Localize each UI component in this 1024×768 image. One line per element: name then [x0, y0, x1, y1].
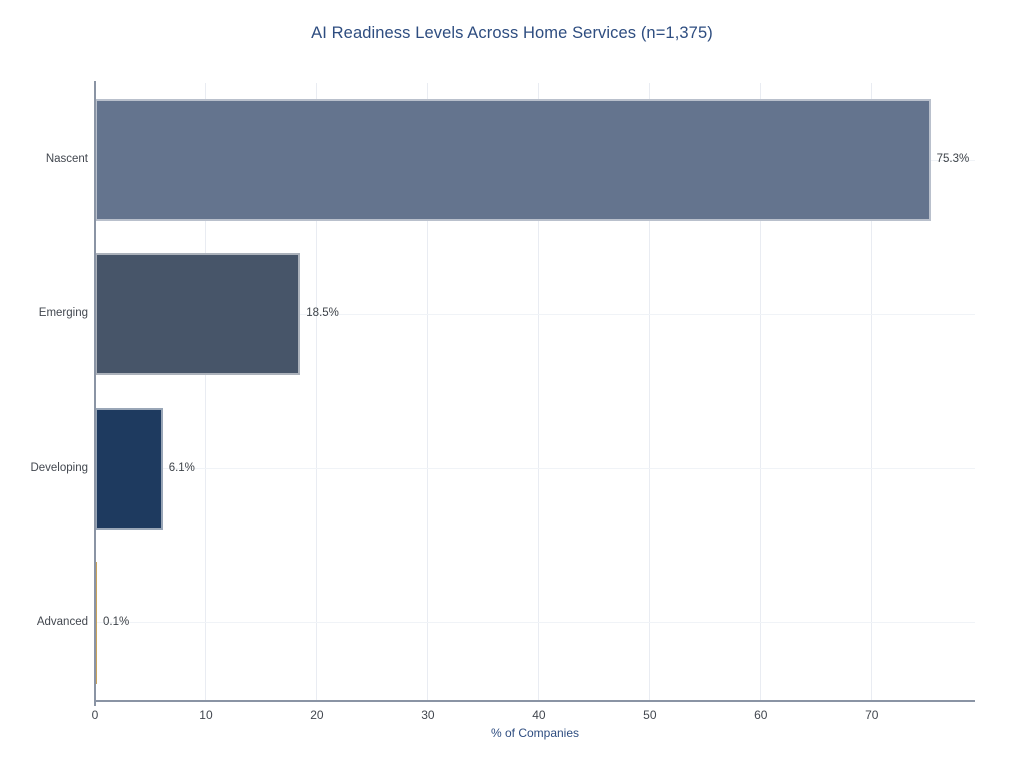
y-axis-category-label: Developing — [30, 461, 88, 474]
bar-value-label: 0.1% — [103, 615, 130, 628]
vertical-gridline — [760, 83, 762, 700]
x-axis-title: % of Companies — [490, 726, 580, 740]
y-axis-line — [94, 81, 96, 706]
horizontal-gridline — [95, 313, 975, 315]
y-axis-category-label: Advanced — [36, 615, 88, 628]
x-axis-tick-label: 10 — [199, 708, 213, 722]
y-axis-category-label: Emerging — [38, 307, 88, 320]
bar-value-label: 18.5% — [306, 307, 339, 320]
plot-area: 75.3% 18.5% 6.1% 0.1% — [95, 83, 975, 700]
chart-title: AI Readiness Levels Across Home Services… — [311, 24, 713, 42]
vertical-gridline — [205, 83, 207, 700]
x-axis-tick-label: 20 — [310, 708, 324, 722]
bar-nascent — [95, 99, 931, 222]
x-axis-tick-label: 50 — [643, 708, 657, 722]
vertical-gridline — [538, 83, 540, 700]
bar-emerging — [95, 253, 301, 376]
y-axis-category-label: Nascent — [45, 153, 88, 166]
bar-value-label: 75.3% — [936, 153, 970, 166]
vertical-gridline — [427, 83, 429, 700]
x-axis-tick-label: 40 — [532, 708, 546, 722]
bar-advanced — [95, 561, 97, 684]
bar-developing — [95, 407, 163, 530]
x-axis-tick-label: 30 — [421, 708, 435, 722]
vertical-gridline — [316, 83, 318, 700]
x-axis-tick-label: 60 — [754, 708, 768, 722]
horizontal-gridline — [95, 622, 975, 624]
horizontal-gridline — [95, 468, 975, 470]
vertical-gridline — [649, 83, 651, 700]
bar-value-label: 6.1% — [168, 461, 195, 474]
x-axis-line — [94, 700, 975, 702]
vertical-gridline — [871, 83, 873, 700]
x-axis-tick-label: 70 — [865, 708, 879, 722]
x-axis-tick-label: 0 — [91, 708, 99, 722]
